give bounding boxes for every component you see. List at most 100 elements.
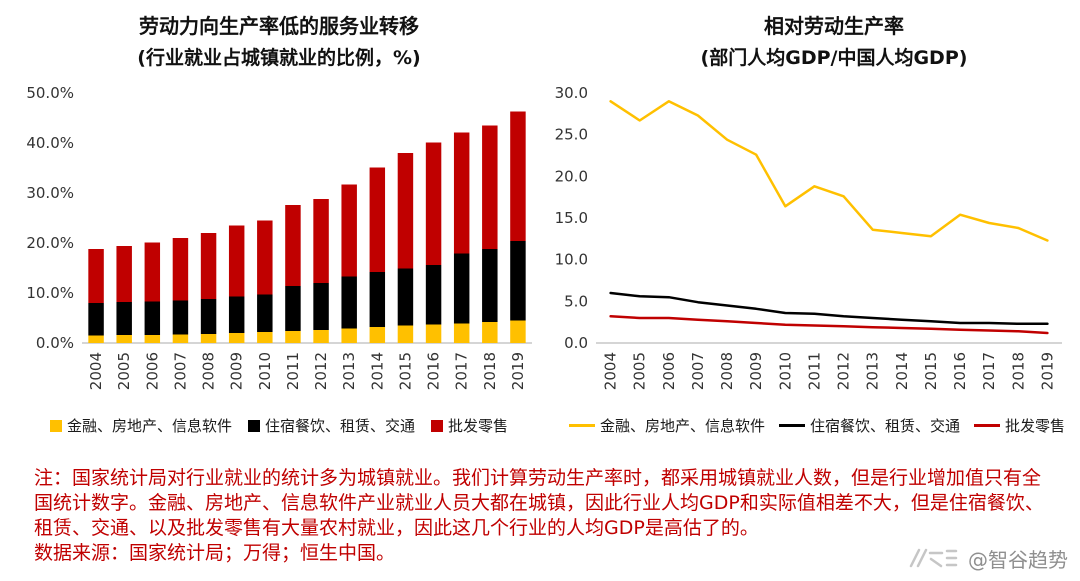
x-tick-label: 2004 xyxy=(602,352,620,390)
bar-segment xyxy=(144,335,161,343)
bar-segment xyxy=(341,328,357,343)
x-tick-label: 2006 xyxy=(660,352,678,390)
bar-segment xyxy=(285,205,301,286)
x-tick-label: 2016 xyxy=(425,352,443,390)
bar-segment xyxy=(425,324,442,343)
x-tick-label: 2019 xyxy=(509,352,527,390)
bar-segment xyxy=(257,332,273,343)
bar-segment xyxy=(369,272,386,327)
y-tick-label: 15.0 xyxy=(555,209,588,227)
x-tick-label: 2019 xyxy=(1038,352,1056,390)
x-tick-label: 2005 xyxy=(115,352,133,390)
x-tick-label: 2010 xyxy=(776,352,794,390)
bar-segment xyxy=(172,334,189,343)
legend: 金融、房地产、信息软件 住宿餐饮、租赁、交通 批发零售 xyxy=(18,415,540,436)
legend-label: 批发零售 xyxy=(448,417,509,435)
bar-segment xyxy=(397,268,414,326)
bar-segment xyxy=(200,334,217,343)
bar-segment xyxy=(116,335,132,343)
chart-title: 劳动力向生产率低的服务业转移 xyxy=(139,14,419,38)
watermark: @智谷趋势 xyxy=(906,544,1068,573)
bar-segment xyxy=(285,286,301,331)
line-series xyxy=(609,315,1049,335)
bar-segment xyxy=(397,153,414,269)
source-text: 数据来源：国家统计局；万得；恒生中国。 xyxy=(34,542,396,564)
legend-line-icon xyxy=(778,424,805,427)
watermark-logo-icon xyxy=(909,548,958,567)
bar-segment xyxy=(88,303,104,336)
bar-segment xyxy=(313,330,329,343)
legend-line-icon xyxy=(568,424,595,427)
x-tick-label: 2007 xyxy=(689,352,707,390)
bar-segment xyxy=(369,167,386,272)
legend-label: 住宿餐饮、租赁、交通 xyxy=(809,417,960,435)
legend-label: 金融、房地产、信息软件 xyxy=(599,417,765,435)
bar-segment xyxy=(200,299,217,334)
y-tick-label: 20.0 xyxy=(555,167,588,185)
bar-segment xyxy=(313,283,329,330)
x-tick-label: 2008 xyxy=(200,352,218,390)
note-text: 注：国家统计局对行业就业的统计多为城镇就业。我们计算劳动生产率时，都采用城镇就业… xyxy=(34,467,1044,539)
x-tick-label: 2018 xyxy=(481,352,499,390)
bar-segment xyxy=(172,300,189,335)
x-tick-label: 2013 xyxy=(864,352,882,390)
legend-label: 批发零售 xyxy=(1005,417,1066,435)
watermark-handle: @智谷趋势 xyxy=(968,548,1068,572)
legend-item: 住宿餐饮、租赁、交通 xyxy=(778,415,960,436)
bar-segment xyxy=(482,249,498,322)
y-tick-label: 10.0 xyxy=(555,251,588,269)
bar-segment xyxy=(482,125,498,249)
y-tick-label: 0.0 xyxy=(564,334,588,352)
employment-share-chart: 劳动力向生产率低的服务业转移 (行业就业占城镇就业的比例，%) 0.0% 10.0… xyxy=(18,12,540,436)
legend-item: 金融、房地产、信息软件 xyxy=(49,415,232,436)
bar-segment xyxy=(228,296,245,333)
x-tick-label: 2012 xyxy=(312,352,330,390)
relative-productivity-chart: 相对劳动生产率 (部门人均GDP/中国人均GDP) 0.0 5.0 10.0 15.0… xyxy=(544,12,1074,436)
bar-segment xyxy=(425,142,442,265)
bar-segment xyxy=(510,241,526,321)
bar-segment xyxy=(453,323,470,343)
legend: 金融、房地产、信息软件 住宿餐饮、租赁、交通 批发零售 xyxy=(544,415,1074,436)
y-tick-label: 30.0 xyxy=(555,84,588,102)
bar-segment xyxy=(144,242,161,302)
x-tick-label: 2009 xyxy=(228,352,246,390)
x-tick-label: 2016 xyxy=(951,352,969,390)
legend-line-icon xyxy=(974,424,1000,427)
x-tick-label: 2007 xyxy=(171,352,189,390)
y-tick-label: 10.0% xyxy=(26,284,74,302)
x-tick-label: 2014 xyxy=(893,352,911,390)
bar-segment xyxy=(257,220,273,295)
x-tick-label: 2006 xyxy=(143,352,161,390)
bar-segment xyxy=(116,302,132,335)
bar-segment xyxy=(88,249,104,303)
bar-segment xyxy=(88,335,104,343)
x-tick-label: 2009 xyxy=(747,352,765,390)
line-series xyxy=(609,100,1049,242)
bar-segment xyxy=(228,225,245,297)
legend-item: 批发零售 xyxy=(431,415,508,436)
chart-title: 相对劳动生产率 xyxy=(764,14,904,38)
x-tick-label: 2013 xyxy=(340,352,358,390)
legend-swatch-icon xyxy=(247,419,260,432)
x-tick-label: 2017 xyxy=(980,352,998,390)
line-plot: 0.0 5.0 10.0 15.0 20.0 25.0 30.0 2004 2005 2006 20… xyxy=(555,84,1062,390)
y-tick-label: 5.0 xyxy=(564,292,588,310)
y-tick-label: 20.0% xyxy=(26,234,74,252)
legend-item: 住宿餐饮、租赁、交通 xyxy=(247,415,415,436)
bar-segment xyxy=(313,199,329,283)
x-tick-label: 2010 xyxy=(256,352,274,390)
bar-segment xyxy=(453,132,470,254)
bar-segment xyxy=(369,327,386,343)
y-tick-label: 25.0 xyxy=(555,126,588,144)
x-tick-label: 2012 xyxy=(835,352,853,390)
x-tick-label: 2015 xyxy=(922,352,940,390)
bar-segment xyxy=(482,322,498,343)
line-series xyxy=(609,291,1049,326)
legend-label: 金融、房地产、信息软件 xyxy=(66,417,232,435)
bar-segment xyxy=(228,333,245,343)
legend-swatch-icon xyxy=(49,419,62,432)
y-tick-label: 30.0% xyxy=(26,184,74,202)
bar-segment xyxy=(341,184,357,277)
x-tick-label: 2014 xyxy=(368,352,386,390)
bar-segment xyxy=(425,265,442,325)
